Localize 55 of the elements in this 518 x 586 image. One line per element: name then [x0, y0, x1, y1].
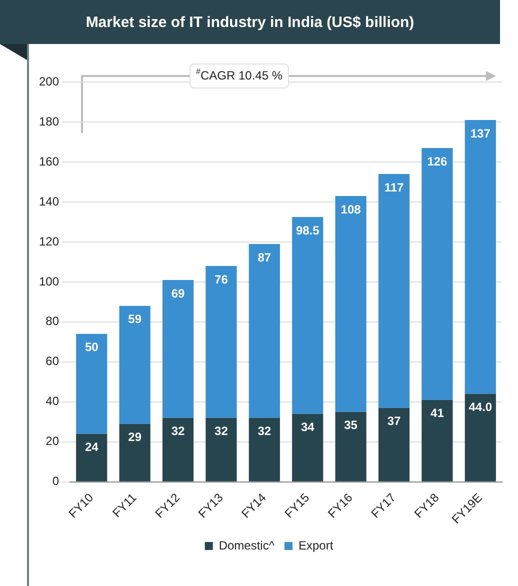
- data-label: 32: [258, 424, 272, 438]
- bar: [335, 196, 366, 412]
- y-tick-label: 40: [46, 394, 60, 408]
- bar: [292, 414, 324, 482]
- bar: [206, 418, 237, 482]
- bar: [248, 244, 280, 418]
- data-label: 59: [128, 312, 142, 326]
- bar: [76, 434, 108, 482]
- bar: [335, 412, 366, 482]
- y-tick-label: 80: [46, 314, 60, 328]
- data-label: 29: [128, 430, 142, 444]
- y-tick-label: 200: [38, 74, 60, 88]
- y-tick-label: 20: [46, 434, 60, 448]
- y-tick-label: 120: [38, 234, 60, 248]
- y-tick-label: 100: [38, 274, 60, 288]
- bar: [76, 334, 108, 434]
- bar: [206, 266, 237, 418]
- data-label: 35: [344, 418, 358, 432]
- chart-title: Market size of IT industry in India (US$ billion): [0, 0, 500, 44]
- y-tick-label: 0: [52, 474, 60, 488]
- bar: [119, 424, 150, 482]
- bar: [422, 400, 453, 482]
- data-label: 69: [171, 286, 186, 300]
- data-label: 44.0: [468, 400, 492, 414]
- data-label: 76: [214, 272, 228, 286]
- annotation: #CAGR 10.45 %: [196, 67, 283, 82]
- data-label: 37: [387, 414, 401, 428]
- legend-label: Export: [298, 538, 334, 552]
- y-tick-label: 160: [38, 154, 60, 168]
- data-label: 34: [300, 420, 315, 434]
- bar: [248, 418, 280, 482]
- bar: [378, 174, 410, 408]
- data-label: 41: [430, 406, 444, 420]
- data-label: 32: [171, 424, 186, 438]
- data-label: 50: [84, 340, 99, 354]
- legend-label: Domestic^: [218, 538, 275, 552]
- data-label: 137: [470, 126, 491, 140]
- y-tick-label: 180: [38, 114, 60, 128]
- bar: [162, 280, 194, 418]
- bar: [464, 394, 496, 482]
- data-label: 126: [427, 154, 448, 168]
- y-tick-label: 60: [46, 354, 60, 368]
- data-label: 32: [214, 424, 228, 438]
- bar: [422, 148, 453, 400]
- bar: [119, 306, 150, 424]
- data-label: 98.5: [296, 223, 320, 238]
- data-label: 87: [258, 250, 272, 264]
- bar: [292, 216, 324, 414]
- data-label: 108: [340, 202, 362, 216]
- bar: [378, 408, 410, 482]
- data-label: 117: [384, 180, 404, 194]
- data-label: 24: [84, 440, 99, 454]
- bar: [162, 418, 194, 482]
- y-tick-label: 140: [38, 194, 60, 208]
- bar: [464, 120, 496, 394]
